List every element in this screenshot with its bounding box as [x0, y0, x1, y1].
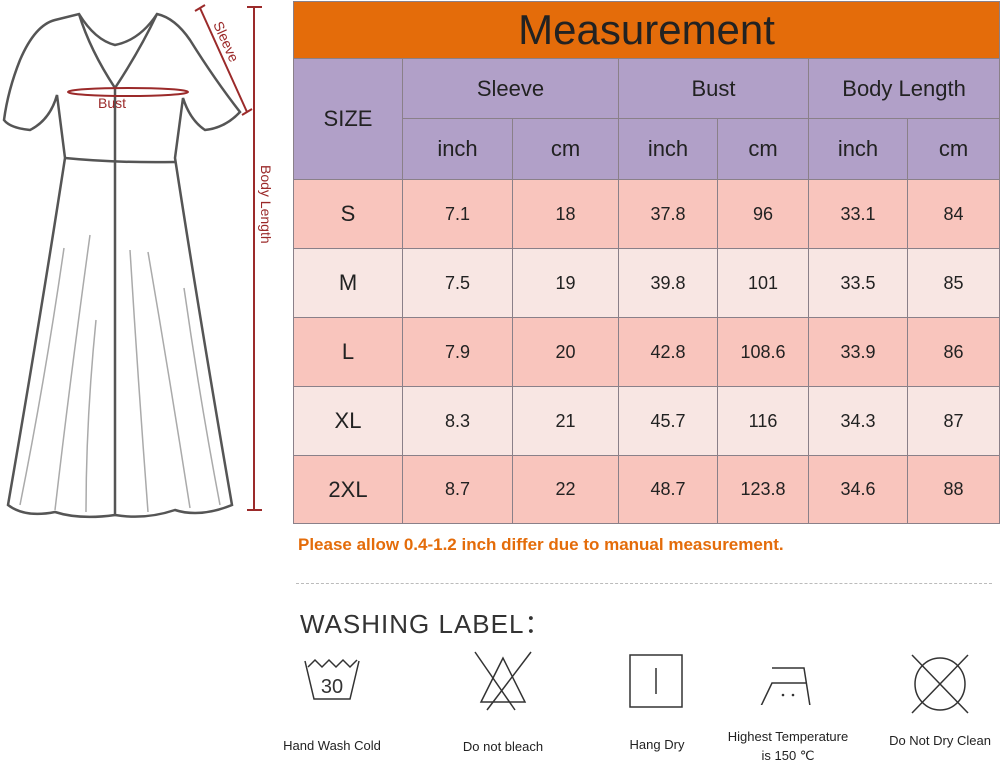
group-header: Sleeve [402, 58, 619, 119]
table-row: L 7.9 20 42.8 108.6 33.9 86 [293, 317, 1000, 387]
divider [296, 583, 992, 584]
value-cell: 48.7 [618, 455, 718, 524]
care-label-line2: is 150 ℃ [761, 748, 815, 763]
value-cell: 37.8 [618, 179, 718, 249]
size-chart-table: Measurement SIZE Sleeve Bust Body Length… [292, 1, 1000, 524]
table-row: XL 8.3 21 45.7 116 34.3 87 [293, 386, 1000, 456]
table-row: M 7.5 19 39.8 101 33.5 85 [293, 248, 1000, 318]
care-no-bleach: Do not bleach [423, 651, 583, 754]
body-length-label: Body Length [258, 165, 274, 244]
value-cell: 7.9 [402, 317, 513, 387]
unit-header: cm [717, 118, 809, 180]
iron-icon [760, 667, 811, 705]
care-label: Do Not Dry Clean [889, 733, 991, 748]
bust-label: Bust [98, 95, 126, 111]
size-cell: 2XL [293, 455, 403, 524]
no-bleach-icon [474, 651, 532, 711]
value-cell: 86 [906, 317, 1000, 387]
dress-diagram: Bust Sleeve Body Length [2, 4, 274, 519]
value-cell: 34.6 [808, 455, 908, 524]
unit-header: cm [512, 118, 619, 180]
care-label: Hang Dry [629, 737, 685, 752]
care-label: Highest Temperature [727, 729, 849, 744]
value-cell: 101 [717, 248, 809, 318]
value-cell: 123.8 [717, 455, 809, 524]
size-cell: M [293, 248, 403, 318]
svg-text:30: 30 [321, 676, 343, 698]
size-cell: S [293, 179, 403, 249]
care-hand-wash: 30 Hand Wash Cold [252, 655, 412, 753]
measurement-note: Please allow 0.4-1.2 inch differ due to … [298, 535, 784, 554]
no-dry-clean-icon [911, 654, 969, 714]
value-cell: 33.1 [808, 179, 908, 249]
unit-header: cm [906, 118, 1000, 180]
size-cell: L [293, 317, 403, 387]
table-row: 2XL 8.7 22 48.7 123.8 34.6 88 [293, 455, 1000, 524]
group-header: Body Length [807, 58, 1000, 119]
value-cell: 18 [512, 179, 619, 249]
value-cell: 33.9 [808, 317, 908, 387]
size-cell: XL [293, 386, 403, 456]
value-cell: 21 [512, 386, 619, 456]
value-cell: 88 [906, 455, 1000, 524]
value-cell: 8.3 [402, 386, 513, 456]
value-cell: 108.6 [717, 317, 809, 387]
value-cell: 84 [906, 179, 1000, 249]
table-title: Measurement [292, 1, 1000, 59]
value-cell: 42.8 [618, 317, 718, 387]
washing-label-title: WASHING LABEL： [300, 609, 552, 639]
hand-wash-30-icon: 30 [304, 658, 360, 700]
value-cell: 7.5 [402, 248, 513, 318]
size-header: SIZE [293, 58, 403, 180]
value-cell: 85 [906, 248, 1000, 318]
care-iron: Highest Temperature is 150 ℃ [708, 655, 868, 763]
unit-header: inch [808, 118, 908, 180]
group-header: Bust [618, 58, 809, 119]
value-cell: 20 [512, 317, 619, 387]
value-cell: 45.7 [618, 386, 718, 456]
value-cell: 116 [717, 386, 809, 456]
value-cell: 7.1 [402, 179, 513, 249]
care-no-dry-clean: Do Not Dry Clean [860, 654, 1000, 748]
value-cell: 33.5 [808, 248, 908, 318]
unit-header: inch [402, 118, 513, 180]
care-label: Do not bleach [462, 739, 544, 754]
value-cell: 22 [512, 455, 619, 524]
value-cell: 8.7 [402, 455, 513, 524]
hang-dry-icon [629, 654, 683, 708]
table-row: S 7.1 18 37.8 96 33.1 84 [293, 179, 1000, 249]
care-hang-dry: Hang Dry [577, 654, 737, 752]
value-cell: 96 [717, 179, 809, 249]
value-cell: 39.8 [618, 248, 718, 318]
care-label: Hand Wash Cold [283, 738, 381, 753]
unit-header: inch [618, 118, 718, 180]
value-cell: 19 [512, 248, 619, 318]
value-cell: 34.3 [808, 386, 908, 456]
value-cell: 87 [906, 386, 1000, 456]
